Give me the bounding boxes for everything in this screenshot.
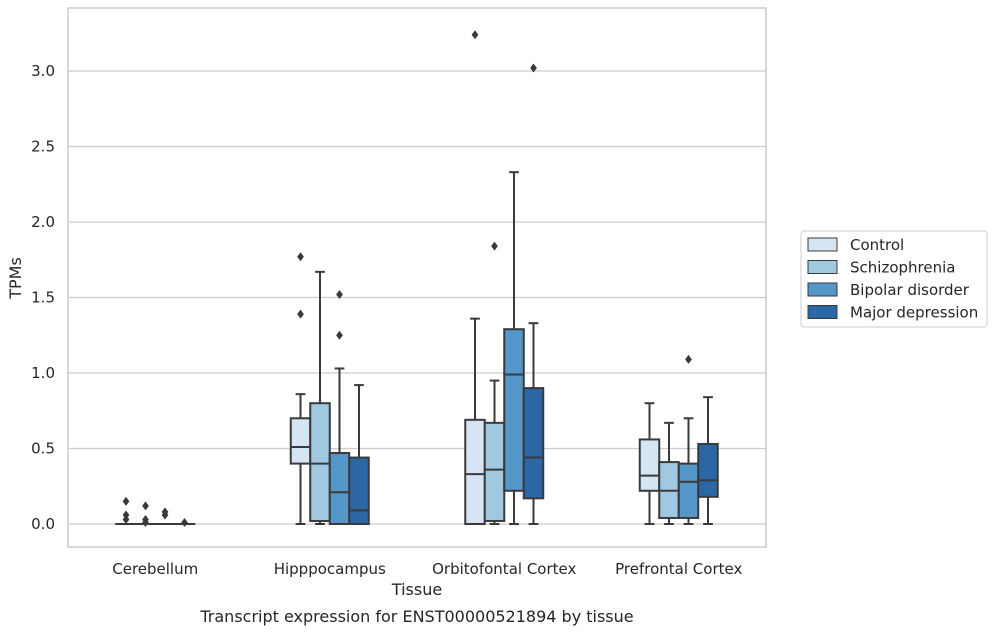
box-3-1 (658, 421, 680, 525)
box-2-3 (522, 63, 545, 525)
y-tick-label: 0.0 (31, 515, 55, 533)
box-body (638, 438, 661, 492)
outlier-point (142, 517, 149, 527)
box-body (289, 417, 312, 465)
outlier-point (122, 510, 130, 520)
y-tick-label: 2.5 (31, 138, 55, 156)
outlier-point (161, 510, 169, 520)
legend-frame (800, 230, 988, 328)
box-1-3 (348, 384, 370, 525)
box-3-0 (638, 402, 661, 525)
outlier-point (336, 330, 343, 340)
legend-label: Control (850, 236, 904, 254)
outlier-point (530, 63, 537, 73)
legend-label: Major depression (850, 304, 978, 322)
box-1-2 (328, 289, 351, 525)
plot-frame (67, 7, 767, 548)
box-0-1 (134, 501, 157, 527)
box-0-0 (115, 496, 137, 526)
outlier-point (297, 252, 304, 262)
box-3-3 (697, 396, 719, 525)
box-body (522, 387, 545, 500)
x-tick-label: Cerebellum (112, 560, 198, 578)
legend-swatch (807, 305, 838, 319)
legend-label: Schizophrenia (850, 259, 955, 277)
y-tick-label: 1.0 (31, 364, 55, 382)
x-tick-label: Orbitofontal Cortex (432, 560, 576, 578)
box-0-3 (173, 517, 196, 527)
box-0-2 (154, 507, 176, 526)
legend-label: Bipolar disorder (850, 281, 970, 299)
box-2-1 (483, 241, 506, 525)
outlier-point (122, 496, 130, 506)
box-body (503, 328, 525, 492)
box-1-0 (289, 252, 312, 525)
y-tick-label: 3.0 (31, 62, 55, 80)
box-1-1 (309, 270, 331, 525)
outlier-point (181, 517, 188, 527)
y-tick-label: 1.5 (31, 289, 55, 307)
outlier-point (122, 514, 130, 524)
legend: Control Schizophrenia Bipolar disorder Majo… (800, 230, 988, 328)
box-body (464, 418, 486, 525)
chart-caption: Transcript expression for ENST0000052189… (199, 607, 633, 626)
box-body (697, 442, 719, 498)
box-3-2 (677, 354, 700, 525)
x-tick-labels: Cerebellum Hipppocampus Orbitofontal Corte… (112, 560, 742, 578)
outlier-point (471, 30, 479, 40)
outlier-point (491, 241, 498, 251)
box-body (309, 402, 331, 522)
box-body (348, 456, 370, 525)
box-body (328, 452, 351, 525)
legend-swatch (807, 237, 838, 252)
x-tick-label: Hipppocampus (274, 560, 386, 578)
legend-swatch (807, 260, 838, 274)
x-tick-label: Prefrontal Cortex (615, 560, 742, 578)
box-body (483, 421, 506, 522)
x-axis-label: Tissue (391, 580, 442, 599)
outlier-point (297, 309, 304, 319)
box-body (677, 462, 700, 519)
outlier-point (142, 501, 149, 511)
box-2-2 (503, 171, 525, 525)
y-tick-labels: 0.0 0.5 1.0 1.5 2.0 2.5 3.0 (31, 62, 55, 533)
outlier-point (685, 354, 692, 364)
y-tick-label: 0.5 (31, 440, 55, 458)
gridlines (68, 70, 766, 525)
outlier-point (336, 289, 343, 299)
box-2-0 (464, 30, 486, 525)
legend-swatch (807, 282, 838, 297)
y-axis-label: TPMs (6, 257, 25, 300)
box-series (115, 30, 719, 527)
y-tick-label: 2.0 (31, 213, 55, 231)
